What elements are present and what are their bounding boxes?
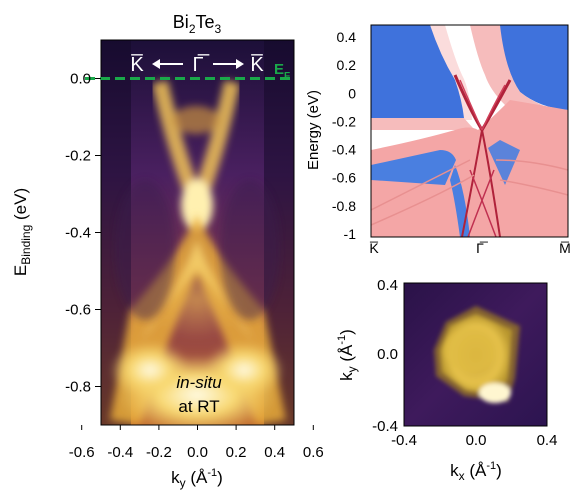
y-tick-label: -0.8 — [65, 379, 91, 396]
x-tick-label: 0.4 — [264, 444, 285, 461]
arpes-panel: Bi2Te3 — [11, 12, 324, 490]
band-x-tick-label: M̅ — [559, 240, 571, 256]
band-y-tick-label: -1 — [344, 226, 357, 242]
arrow-left-head-icon — [152, 59, 160, 69]
arpes-y-ticks: 0.0 -0.2 -0.4 -0.6 -0.8 — [65, 71, 101, 396]
x-tick-label: -0.4 — [107, 444, 133, 461]
arpes-y-axis-label: EBinding (eV) — [11, 188, 33, 276]
band-x-ticks: K̅ Γ̅ M̅ — [369, 240, 571, 256]
band-y-tick-label: -0.6 — [332, 170, 356, 186]
fermi-level-label: EF — [274, 61, 290, 82]
band-y-ticks: 0.4 0.2 0 -0.2 -0.4 -0.6 -0.8 -1 — [332, 29, 356, 242]
path-end-label: K̅ — [250, 53, 264, 76]
fs-x-tick-label: 0.0 — [466, 432, 487, 449]
x-tick-label: 0.2 — [226, 444, 247, 461]
fs-y-ticks: 0.4 0.0 -0.4 — [372, 277, 398, 435]
annotation-in-situ: in-situ — [176, 373, 222, 392]
y-tick-label: 0.0 — [70, 71, 91, 88]
band-y-tick-label: 0 — [348, 85, 356, 101]
band-y-tick-label: 0.4 — [337, 29, 357, 45]
fs-y-axis-label: ky (Å-1) — [336, 329, 359, 381]
band-structure-panel: 0.4 0.2 0 -0.2 -0.4 -0.6 -0.8 -1 K̅ Γ̅ M̅ Energ… — [305, 24, 571, 256]
constant-energy-map — [404, 283, 547, 426]
fs-y-tick-label: 0.0 — [377, 346, 398, 363]
y-tick-label: -0.4 — [65, 225, 91, 242]
x-tick-label: -0.6 — [69, 444, 95, 461]
y-tick-label: -0.2 — [65, 148, 91, 165]
annotation-at-rt: at RT — [178, 397, 219, 416]
fs-y-tick-label: 0.4 — [377, 277, 398, 294]
fs-x-axis-label: kx (Å-1) — [450, 460, 502, 483]
band-frame — [370, 24, 569, 238]
arpes-title: Bi2Te3 — [173, 12, 222, 36]
fs-y-tick-label: -0.4 — [372, 418, 398, 435]
band-x-tick-label: K̅ — [369, 240, 379, 256]
band-y-tick-label: 0.2 — [337, 57, 357, 73]
surface-state-branches — [152, 80, 240, 231]
fs-x-ticks: -0.4 0.0 0.4 — [391, 432, 557, 449]
arrow-right-head-icon — [236, 59, 244, 69]
fs-frame — [403, 282, 548, 427]
constant-energy-panel: 0.4 0.0 -0.4 -0.4 0.0 0.4 kx (Å-1) ky (Å… — [336, 277, 557, 483]
arpes-x-ticks: -0.6 -0.4 -0.2 0.0 0.2 0.4 0.6 — [69, 425, 324, 461]
x-tick-label: -0.2 — [146, 444, 172, 461]
x-tick-label: 0.6 — [303, 444, 324, 461]
band-y-tick-label: -0.4 — [332, 142, 356, 158]
bulk-valence-band — [110, 215, 286, 425]
fs-x-tick-label: -0.4 — [391, 432, 417, 449]
path-start-label: K̅ — [130, 53, 144, 76]
band-y-tick-label: -0.2 — [332, 113, 356, 129]
y-tick-label: -0.6 — [65, 302, 91, 319]
band-structure-map — [371, 25, 568, 237]
arpes-intensity-map — [101, 40, 294, 425]
arpes-x-axis-label: ky (Å-1) — [171, 467, 223, 490]
band-x-tick-label: Γ̅ — [476, 240, 489, 256]
band-y-axis-label: Energy (eV) — [305, 90, 322, 170]
band-y-tick-label: -0.8 — [332, 198, 356, 214]
fs-x-tick-label: 0.4 — [537, 432, 558, 449]
x-tick-label: 0.0 — [187, 444, 208, 461]
